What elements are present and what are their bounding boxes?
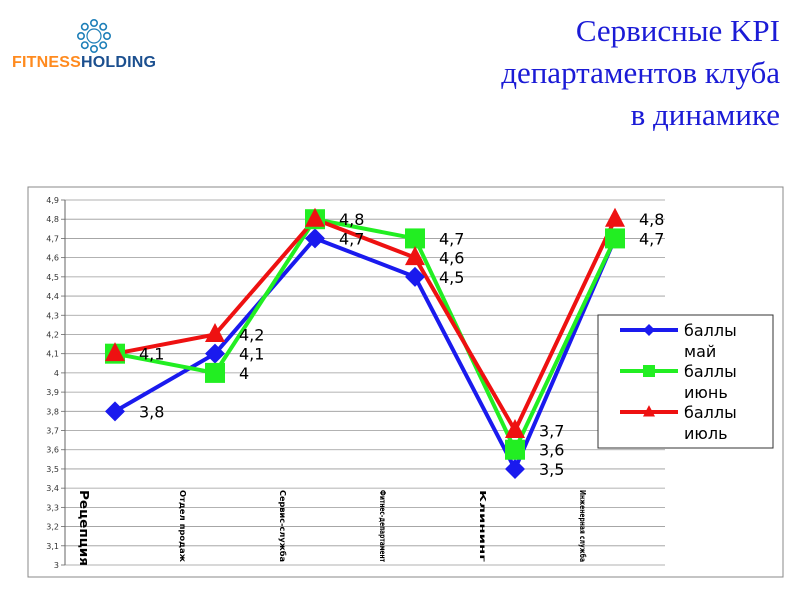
data-label: 3,7	[539, 422, 564, 441]
y-tick-label: 4,1	[46, 350, 59, 359]
y-tick-label: 4	[54, 369, 59, 378]
logo-text-holding: HOLDING	[80, 54, 157, 71]
y-tick-label: 4,8	[46, 215, 59, 224]
logo-text-fitness: FITNESS	[12, 54, 81, 71]
legend-label-июль: баллы	[684, 403, 737, 422]
legend-label-июнь: баллы	[684, 362, 737, 381]
x-category-label: Сервис-служба	[278, 490, 288, 562]
legend-label-month: май	[684, 342, 716, 361]
y-tick-label: 4,5	[46, 273, 59, 282]
data-label: 3,8	[139, 402, 164, 421]
marker-square	[605, 228, 625, 249]
marker-triangle	[643, 405, 655, 417]
x-category-label: Отдел продаж	[178, 490, 187, 562]
data-label: 4,8	[339, 210, 364, 229]
data-label: 4,5	[439, 268, 464, 287]
data-label: 4,2	[239, 325, 264, 344]
marker-square	[643, 365, 655, 377]
y-tick-label: 4,4	[46, 292, 59, 301]
x-category-label: Инженерная служба	[578, 490, 588, 562]
y-tick-label: 4,9	[46, 196, 59, 205]
y-tick-label: 3,2	[46, 523, 59, 532]
x-category-label: Фитнес-департамент	[378, 490, 387, 562]
y-tick-label: 3,3	[46, 503, 59, 512]
series-line-июнь	[114, 217, 617, 452]
marker-triangle	[405, 246, 425, 266]
legend-label-month: июнь	[684, 383, 728, 402]
data-label: 3,6	[539, 441, 564, 460]
x-category-label: Рецепция	[77, 490, 91, 566]
series-line-июль	[114, 217, 617, 433]
marker-diamond	[505, 458, 525, 479]
marker-diamond	[305, 228, 325, 249]
data-label: 4,7	[639, 229, 664, 248]
y-tick-label: 3,4	[46, 484, 59, 493]
data-label: 3,5	[539, 460, 564, 479]
marker-triangle	[105, 342, 125, 362]
marker-diamond	[643, 324, 655, 336]
logo: FITNESSHOLDING	[12, 18, 187, 78]
series-line-май	[114, 236, 617, 471]
y-tick-label: 3,8	[46, 407, 59, 416]
marker-triangle	[505, 419, 525, 439]
data-label: 4,7	[439, 229, 464, 248]
y-tick-label: 4,2	[46, 330, 59, 339]
legend-box	[597, 314, 774, 449]
data-label: 4,7	[339, 229, 364, 248]
fitness-holding-emblem-icon	[77, 18, 112, 53]
y-tick-label: 4,6	[46, 254, 59, 263]
marker-square	[405, 228, 425, 249]
title-line-2: департаментов клуба	[501, 55, 780, 90]
marker-square	[205, 362, 225, 383]
logo-text: FITNESSHOLDING	[12, 54, 156, 72]
y-tick-label: 4,7	[46, 234, 59, 243]
marker-triangle	[305, 207, 325, 227]
data-label: 4,8	[639, 210, 664, 229]
x-category-label: Клининг	[478, 490, 487, 562]
data-label: 4	[239, 364, 249, 383]
marker-diamond	[205, 343, 225, 364]
data-label: 4,1	[139, 345, 164, 364]
y-tick-label: 3,6	[46, 446, 59, 455]
title-line-1: Сервисные KPI	[575, 13, 780, 48]
title-line-3: в динамике	[630, 97, 780, 132]
y-tick-label: 4,3	[46, 311, 59, 320]
legend-label-month: июль	[684, 424, 728, 443]
y-tick-label: 3,1	[46, 542, 59, 551]
data-label: 4,1	[239, 345, 264, 364]
marker-diamond	[405, 266, 425, 287]
y-tick-label: 3	[54, 561, 59, 570]
data-label: 4,6	[439, 249, 464, 268]
legend-label-май: баллы	[684, 321, 737, 340]
page-title: Сервисные KPI департаментов клуба в дина…	[360, 10, 780, 136]
marker-square	[505, 439, 525, 460]
marker-diamond	[105, 401, 125, 422]
y-tick-label: 3,7	[46, 427, 59, 436]
y-tick-label: 3,9	[46, 388, 59, 397]
marker-triangle	[605, 207, 625, 227]
y-tick-label: 3,5	[46, 465, 59, 474]
marker-triangle	[205, 322, 225, 342]
